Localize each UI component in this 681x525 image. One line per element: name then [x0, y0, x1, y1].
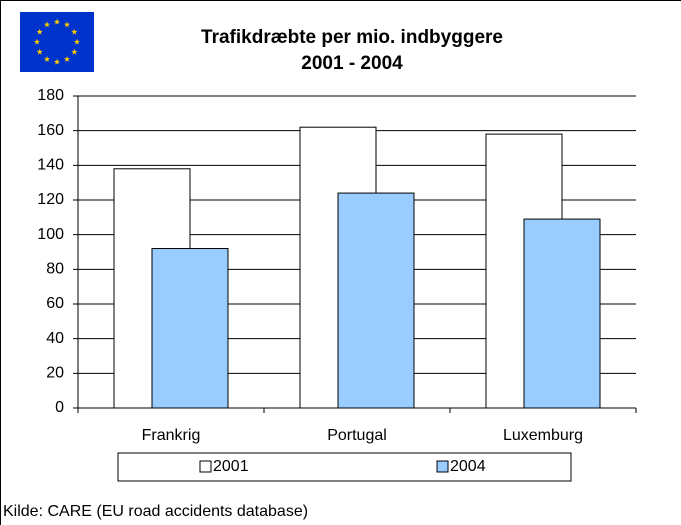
bar: [151, 248, 229, 409]
y-tick-label: 0: [55, 399, 64, 416]
flag-stars: [34, 18, 80, 65]
flag-star: [54, 58, 60, 65]
bar: [337, 192, 415, 409]
y-tick-label: 140: [37, 157, 64, 174]
y-tick-label: 40: [46, 330, 64, 347]
x-tick-label: Frankrig: [142, 427, 201, 444]
y-tick-label: 160: [37, 122, 64, 139]
flag-star: [64, 56, 70, 62]
flag-star: [44, 56, 50, 62]
chart-title: Trafikdræbte per mio. indbyggere: [201, 27, 503, 48]
y-tick-label: 60: [46, 295, 64, 312]
legend: [117, 452, 572, 482]
flag-star: [44, 21, 50, 28]
flag-star: [36, 48, 43, 55]
bar: [523, 218, 601, 409]
legend-swatch: [436, 460, 449, 473]
y-tick-label: 180: [37, 87, 64, 104]
legend-label: 2004: [450, 458, 486, 475]
chart-subtitle: 2001 - 2004: [301, 53, 403, 74]
flag-star: [71, 48, 78, 55]
source-note: Kilde: CARE (EU road accidents database): [3, 503, 308, 520]
legend-label: 2001: [213, 458, 249, 475]
flag-star: [34, 38, 40, 45]
x-tick-label: Portugal: [327, 427, 387, 444]
y-tick-label: 20: [46, 365, 64, 382]
flag-star: [74, 38, 80, 45]
x-tick-label: Luxemburg: [503, 427, 583, 444]
flag-star: [64, 21, 70, 28]
flag-star: [54, 18, 60, 25]
legend-swatch: [199, 460, 212, 473]
y-tick-label: 80: [46, 261, 64, 278]
flag-star: [71, 28, 78, 35]
y-tick-label: 100: [37, 226, 64, 243]
y-tick-label: 120: [37, 191, 64, 208]
flag-star: [36, 28, 43, 35]
